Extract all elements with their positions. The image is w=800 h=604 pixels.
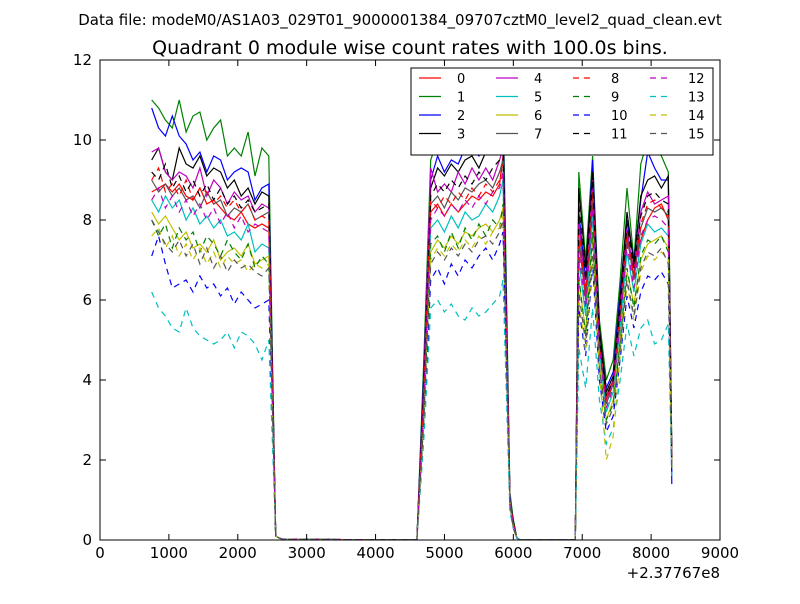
x-tick-label: 9000 bbox=[701, 544, 739, 562]
legend-label-9: 9 bbox=[611, 91, 619, 106]
legend-label-6: 6 bbox=[534, 109, 542, 124]
x-axis-offset-label: +2.37767e8 bbox=[627, 564, 720, 582]
legend-label-2: 2 bbox=[457, 109, 465, 124]
legend-label-14: 14 bbox=[688, 109, 705, 124]
x-tick-label: 4000 bbox=[356, 544, 394, 562]
series-line-15 bbox=[151, 219, 673, 540]
legend-label-11: 11 bbox=[611, 128, 628, 143]
x-tick-label: 2000 bbox=[219, 544, 257, 562]
y-tick-label: 0 bbox=[82, 531, 92, 549]
x-tick-label: 0 bbox=[95, 544, 105, 562]
x-tick-label: 8000 bbox=[632, 544, 670, 562]
legend-label-8: 8 bbox=[611, 72, 619, 87]
legend-label-1: 1 bbox=[457, 91, 465, 106]
chart-title: Quadrant 0 module wise count rates with … bbox=[152, 37, 668, 59]
legend-label-7: 7 bbox=[534, 128, 542, 143]
y-tick-label: 6 bbox=[82, 291, 92, 309]
legend-label-5: 5 bbox=[534, 91, 542, 106]
series-line-9 bbox=[151, 203, 673, 540]
x-tick-label: 6000 bbox=[494, 544, 532, 562]
series-line-1 bbox=[151, 91, 673, 540]
y-tick-label: 8 bbox=[82, 211, 92, 229]
x-tick-label: 3000 bbox=[288, 544, 326, 562]
y-tick-label: 4 bbox=[82, 371, 92, 389]
legend-label-15: 15 bbox=[688, 128, 705, 143]
x-tick-label: 7000 bbox=[563, 544, 601, 562]
legend-frame bbox=[410, 67, 714, 156]
data-file-suptitle: Data file: modeM0/AS1A03_029T01_90000013… bbox=[78, 11, 722, 30]
x-tick-label: 5000 bbox=[425, 544, 463, 562]
y-tick-label: 12 bbox=[73, 51, 92, 69]
legend-label-12: 12 bbox=[688, 72, 705, 87]
x-axis: 0 1000 2000 3000 4000 5000 6000 7000 8000 9000 bbox=[95, 60, 739, 562]
y-tick-label: 10 bbox=[73, 131, 92, 149]
series-line-11 bbox=[151, 143, 673, 540]
series-line-8 bbox=[151, 163, 673, 540]
x-tick-label: 1000 bbox=[150, 544, 188, 562]
legend-label-10: 10 bbox=[611, 109, 628, 124]
series-line-14 bbox=[151, 215, 673, 540]
legend-label-13: 13 bbox=[688, 91, 705, 106]
series-line-5 bbox=[151, 179, 673, 540]
series-line-13 bbox=[151, 279, 673, 540]
series-group bbox=[151, 91, 673, 540]
legend-label-0: 0 bbox=[457, 72, 465, 87]
series-line-12 bbox=[151, 171, 673, 540]
series-line-10 bbox=[151, 231, 673, 540]
legend-label-3: 3 bbox=[457, 128, 465, 143]
y-tick-label: 2 bbox=[82, 451, 92, 469]
legend-label-4: 4 bbox=[534, 72, 542, 87]
